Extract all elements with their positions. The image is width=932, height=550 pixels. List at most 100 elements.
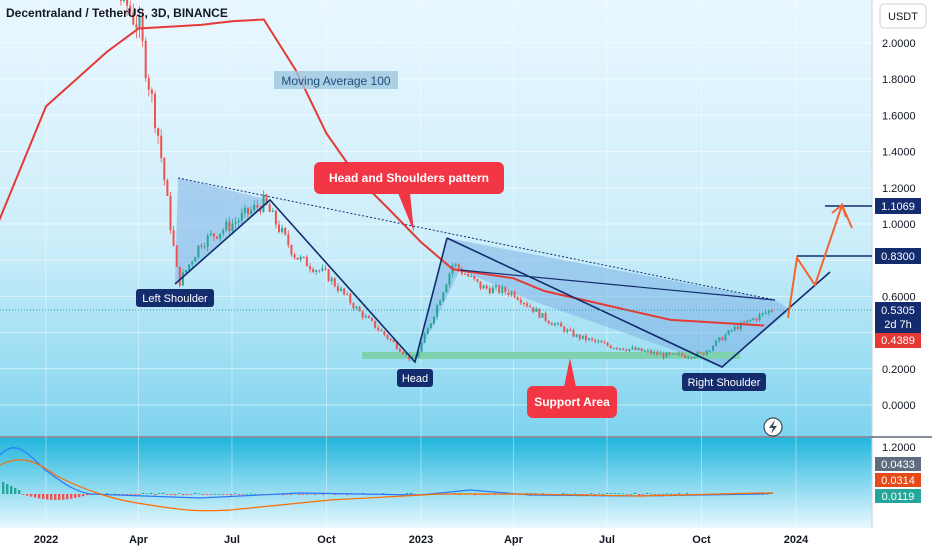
left-shoulder-box [136,289,214,307]
candle-body [535,308,538,312]
histogram-bar [542,493,545,495]
histogram-bar [74,494,77,498]
histogram-bar [86,494,89,496]
histogram-bar [534,493,537,494]
candle-body [268,204,271,212]
candle-body [138,16,141,29]
candle-body [126,0,129,6]
candle-body [615,347,618,349]
candle-body [597,341,600,343]
candle-body [135,24,138,29]
histogram-bar [114,493,117,495]
candle-body [349,294,352,304]
histogram-bar [190,494,193,495]
y-tick-label: 0.0000 [882,400,916,412]
histogram-bar [146,493,149,495]
candle-body [259,207,262,212]
candle-body [442,292,445,301]
indicator-value-2: 0.0314 [881,475,915,487]
histogram-bar [158,493,161,494]
candle-body [758,314,761,320]
currency-button[interactable] [879,3,927,29]
ma-value-badge [875,333,921,348]
candle-body [144,40,147,79]
candle-body [677,353,680,355]
histogram-bar [678,492,681,494]
candle-body [730,330,733,332]
candle-body [188,264,191,271]
candle-body [504,287,507,293]
histogram-bar [246,493,249,495]
candle-body [550,323,553,326]
y-tick-label: 2.0000 [882,38,916,50]
candle-body [640,348,643,352]
candle-body [746,320,749,323]
time-axis [0,528,932,550]
candle-body [591,338,594,340]
pattern-callout-box [314,162,504,194]
histogram-bar [766,493,769,495]
candle-body [445,284,448,293]
candle-body [467,274,470,277]
histogram-bar [154,494,157,496]
candle-body [634,347,637,351]
histogram-bar [142,492,145,494]
candle-body [439,300,442,306]
candle-body [343,288,346,294]
candle-body [324,268,327,270]
candle-body [770,310,773,312]
histogram-bar [602,493,605,495]
candle-body [367,315,370,319]
candle-body [386,334,389,339]
candle-body [231,223,234,231]
candle-body [123,0,125,1]
candle-body [761,312,764,315]
candle-body [495,285,497,288]
support-callout-box [527,386,617,418]
histogram-bar [654,494,657,496]
candle-body [659,353,662,355]
candle-body [764,312,767,314]
candle-body [305,256,308,267]
candle-body [237,220,240,223]
candle-body [712,345,714,351]
histogram-bar [314,494,317,495]
histogram-bar [218,493,221,495]
candle-body [622,348,625,350]
candle-body [526,303,528,307]
candle-body [371,318,373,321]
histogram-bar [598,493,601,495]
histogram-bar [18,490,21,494]
candle-body [646,350,649,352]
histogram-bar [282,494,285,496]
candle-body [650,350,652,354]
candle-body [290,245,293,255]
histogram-bar [2,482,5,494]
histogram-bar [14,488,17,494]
x-tick-label: 2023 [409,534,433,546]
indicator-top-tick: 1.2000 [882,442,916,454]
candle-body [355,306,358,309]
candle-body [265,194,268,205]
histogram-bar [622,493,625,495]
y-tick-label: 1.2000 [882,183,916,195]
candle-body [665,352,668,358]
candle-body [488,288,491,294]
candle-body [674,353,677,355]
candle-body [529,306,532,308]
histogram-bar [238,494,241,495]
candle-body [243,207,246,213]
target-high-value: 1.1069 [881,201,915,213]
candle-body [705,350,708,355]
candle-body [318,270,321,272]
ma-value: 0.4389 [881,335,915,347]
candle-body [498,285,501,293]
candle-body [358,306,361,312]
candle-body [405,353,408,355]
candle-body [262,194,265,212]
candle-body [194,257,197,262]
candle-body [256,204,259,208]
histogram-bar [634,492,637,494]
candle-body [693,356,696,358]
